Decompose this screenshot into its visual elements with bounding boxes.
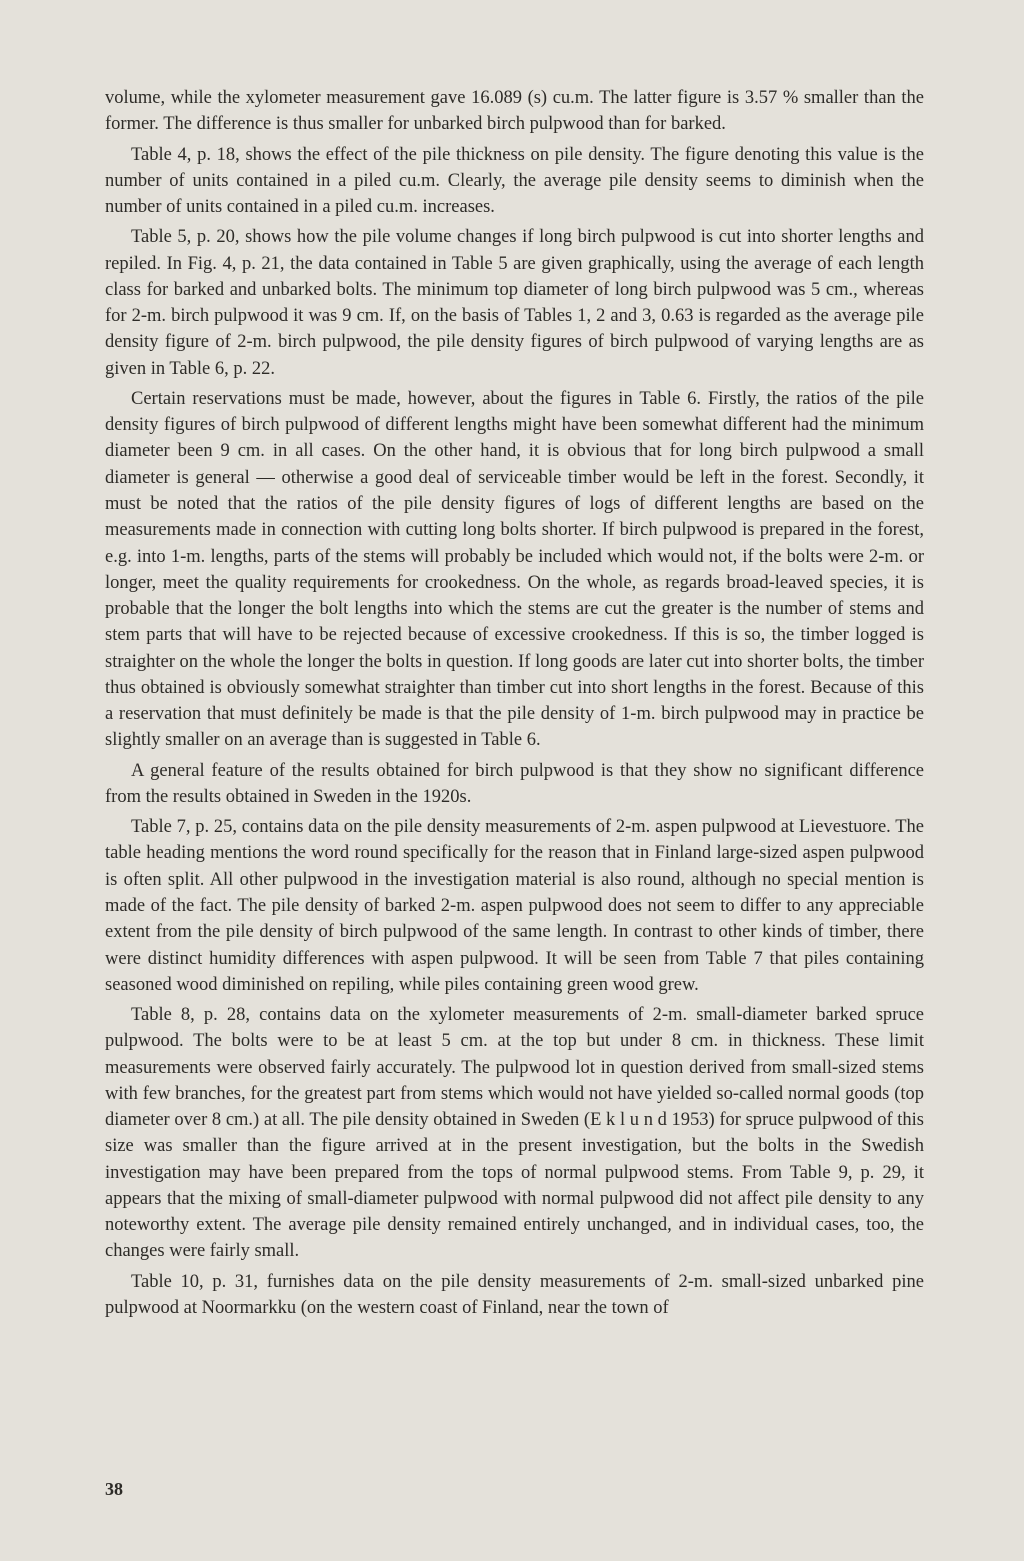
body-paragraph: Certain reservations must be made, howev… (105, 386, 924, 754)
page-number: 38 (105, 1477, 123, 1503)
body-paragraph: Table 5, p. 20, shows how the pile volum… (105, 224, 924, 382)
document-page: volume, while the xylometer measurement … (0, 0, 1024, 1561)
body-paragraph: A general feature of the results obtaine… (105, 758, 924, 811)
body-paragraph: Table 4, p. 18, shows the effect of the … (105, 142, 924, 221)
body-paragraph: volume, while the xylometer measurement … (105, 85, 924, 138)
body-paragraph: Table 10, p. 31, furnishes data on the p… (105, 1269, 924, 1322)
body-paragraph: Table 8, p. 28, contains data on the xyl… (105, 1002, 924, 1265)
body-paragraph: Table 7, p. 25, contains data on the pil… (105, 814, 924, 998)
